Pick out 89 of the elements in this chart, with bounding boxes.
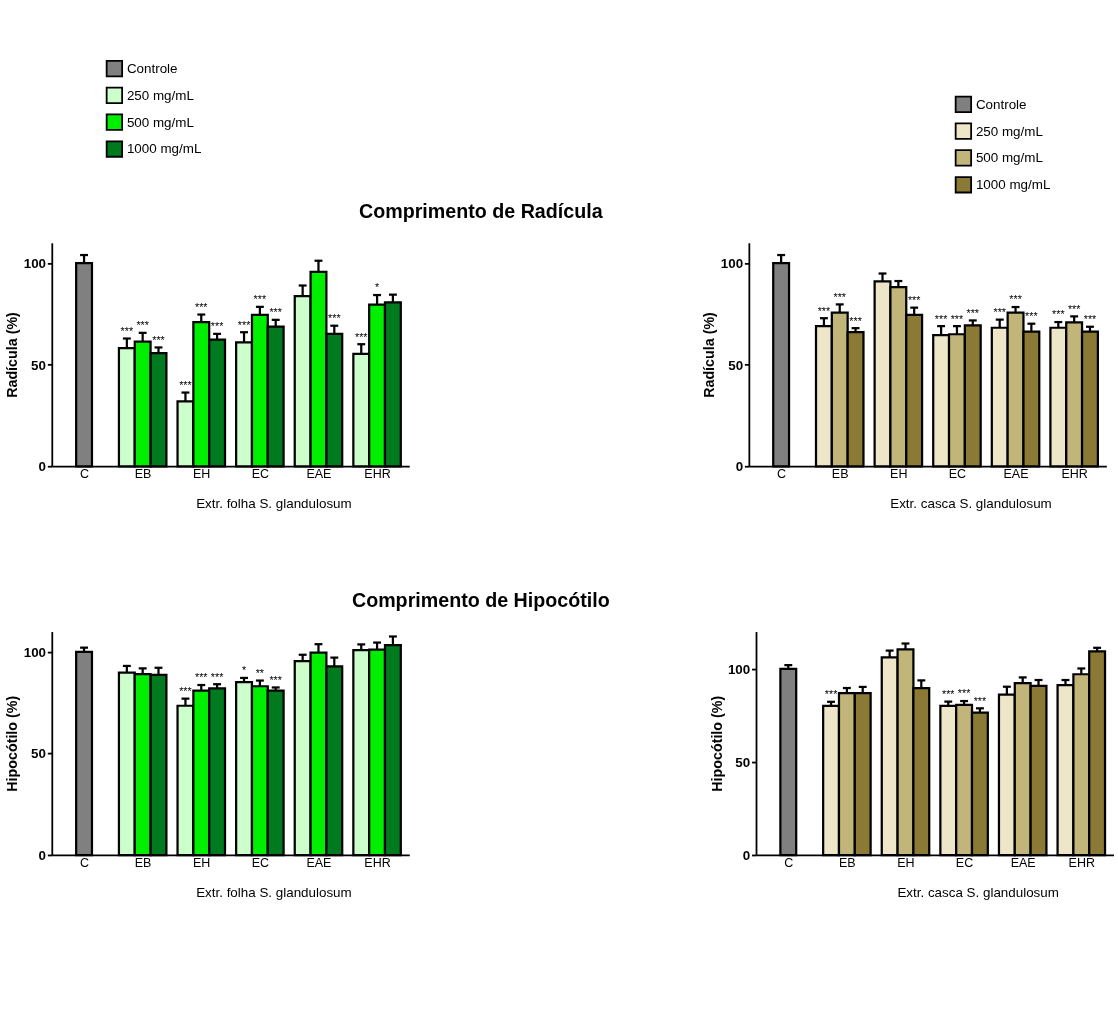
y-tick-label: 50 [31, 746, 47, 762]
x-tick-label: EHR [364, 856, 391, 871]
data-label: *** [849, 314, 862, 327]
data-label: *** [253, 293, 267, 306]
data-label: *** [1067, 302, 1081, 315]
y-tick-label: 0 [38, 847, 47, 863]
data-label: *** [328, 312, 341, 325]
data-label: *** [824, 688, 838, 701]
data-label: *** [179, 685, 192, 698]
data-label: *** [1083, 313, 1097, 326]
y-tick-label: 50 [728, 357, 744, 373]
x-axis-title: Extr. folha S. glandulosum [196, 495, 352, 511]
data-label: *** [210, 320, 224, 333]
y-axis-title: Hipocótilo (%) [708, 695, 725, 792]
data-label: *** [973, 694, 987, 707]
y-tick-label: 100 [727, 661, 751, 677]
data-label: *** [269, 673, 282, 686]
x-axis-title: Extr. folha S. glandulosum [196, 884, 352, 900]
x-tick-label: EC [955, 856, 974, 871]
data-label: *** [942, 688, 955, 701]
y-tick-label: 0 [742, 847, 751, 863]
data-label: *** [152, 333, 165, 346]
y-tick-label: 100 [23, 256, 47, 272]
y-tick-label: 100 [720, 256, 744, 272]
y-tick-label: 50 [31, 357, 47, 373]
x-tick-label: EAE [1010, 856, 1036, 871]
x-tick-label: EH [193, 467, 211, 482]
data-label: * [241, 664, 247, 677]
x-tick-label: C [784, 856, 794, 871]
data-label: *** [269, 306, 282, 319]
y-axis-title: Radícula (%) [4, 311, 21, 398]
data-label: *** [179, 378, 192, 391]
x-tick-label: EB [134, 467, 152, 482]
x-tick-label: EAE [306, 467, 332, 482]
x-tick-label: EHR [1061, 467, 1088, 482]
y-tick-label: 0 [38, 459, 47, 475]
data-label: *** [237, 318, 251, 331]
y-tick-label: 0 [735, 459, 744, 475]
y-axis-title: Radícula (%) [701, 311, 718, 398]
data-label: *** [195, 300, 208, 313]
x-tick-label: C [80, 856, 90, 871]
x-tick-label: EB [838, 856, 856, 871]
data-label: ** [255, 666, 265, 679]
x-tick-label: EAE [306, 856, 332, 871]
data-label: *** [1025, 310, 1038, 323]
data-label: *** [907, 294, 921, 307]
data-label: *** [833, 290, 846, 303]
data-label: *** [957, 687, 971, 700]
data-label: *** [950, 312, 964, 325]
data-label: *** [934, 312, 948, 325]
data-label: *** [817, 304, 831, 317]
legend-label: 250 mg/mL [126, 87, 194, 103]
data-label: *** [1009, 293, 1022, 306]
data-label: *** [210, 670, 224, 683]
x-axis-title: Extr. casca S. glandulosum [897, 884, 1059, 900]
data-label: *** [195, 671, 208, 684]
legend-label: Controle [975, 96, 1027, 112]
x-tick-label: EAE [1003, 467, 1029, 482]
legend-label: 500 mg/mL [975, 150, 1043, 166]
legend-label: 250 mg/mL [975, 123, 1043, 139]
x-tick-label: C [777, 467, 787, 482]
legend-label: 1000 mg/mL [975, 177, 1051, 193]
data-label: *** [355, 330, 368, 343]
legend-label: 1000 mg/mL [126, 141, 202, 157]
data-label: * [374, 281, 380, 294]
legend-label: 500 mg/mL [126, 114, 194, 130]
data-label: *** [966, 306, 980, 319]
y-tick-label: 100 [23, 644, 47, 660]
x-tick-label: EC [948, 467, 967, 482]
data-label: *** [136, 319, 149, 332]
data-label: *** [1052, 308, 1065, 321]
y-tick-label: 50 [735, 754, 751, 770]
x-tick-label: EH [897, 856, 915, 871]
x-tick-label: EH [193, 856, 211, 871]
x-tick-label: EC [251, 856, 270, 871]
x-tick-label: C [80, 467, 90, 482]
x-tick-label: EHR [1068, 856, 1095, 871]
legend-label: Controle [126, 61, 178, 77]
x-tick-label: EB [134, 856, 152, 871]
x-tick-label: EH [890, 467, 908, 482]
x-tick-label: EB [831, 467, 849, 482]
x-tick-label: EC [251, 467, 270, 482]
x-tick-label: EHR [364, 467, 391, 482]
y-axis-title: Hipocótilo (%) [4, 695, 21, 792]
text: Comprimento de Radícula [359, 199, 604, 222]
data-label: *** [993, 306, 1006, 319]
data-label: *** [120, 324, 134, 337]
text: Comprimento de Hipocótilo [351, 588, 610, 611]
x-axis-title: Extr. casca S. glandulosum [890, 495, 1052, 511]
